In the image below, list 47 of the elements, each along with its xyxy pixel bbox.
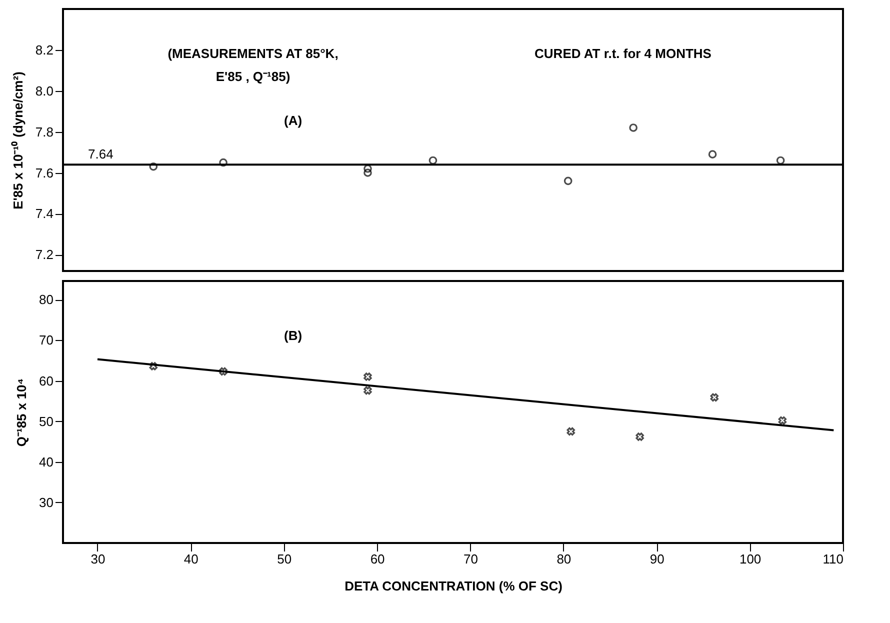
y-tick-label: 60 <box>39 373 54 388</box>
annotation: CURED AT r.t. for 4 MONTHS <box>534 46 712 61</box>
x-tick-label: 70 <box>464 552 478 566</box>
x-tick-label: 110 <box>822 552 844 566</box>
point <box>778 416 787 425</box>
y-tick-label: 7.4 <box>35 206 54 222</box>
point <box>219 158 228 167</box>
x-tick-label: 50 <box>277 552 292 566</box>
y-tick-label: 50 <box>39 414 54 429</box>
y-axis-title: Q⁻¹85 x 10⁴ <box>14 378 30 447</box>
point <box>708 150 717 158</box>
x-tick-label: 80 <box>556 552 572 566</box>
x-axis-title: DETA CONCENTRATION (% OF SC) <box>344 578 562 594</box>
y-tick-label: 7.2 <box>35 247 54 262</box>
point <box>219 367 228 376</box>
annotation: (B) <box>284 328 302 343</box>
y-tick-label: 80 <box>39 292 54 308</box>
point <box>776 156 785 165</box>
y-tick-label: 7.8 <box>35 124 54 140</box>
y-tick-label: 40 <box>39 454 54 470</box>
y-tick-label: 8.0 <box>35 83 54 98</box>
point <box>564 176 572 186</box>
point <box>364 168 372 177</box>
ref-line-label: 7.64 <box>88 146 114 162</box>
y-tick-label: 70 <box>39 332 54 348</box>
annotation: (A) <box>284 113 302 128</box>
point <box>364 164 372 173</box>
y-axis-title: E'85 x 10⁻¹⁰ (dyne/cm²) <box>10 72 26 210</box>
y-tick-label: 30 <box>39 494 54 510</box>
x-tick-label: 100 <box>739 552 762 566</box>
annotation: (MEASUREMENTS AT 85°K, <box>168 46 338 61</box>
x-tick-label: 40 <box>184 552 198 566</box>
x-tick-label: 90 <box>650 552 664 566</box>
point <box>149 362 158 370</box>
point <box>364 372 372 381</box>
annotation: E'85 , Q⁻¹85) <box>216 69 290 84</box>
point <box>364 386 372 395</box>
y-tick-label: 8.2 <box>35 42 54 58</box>
point <box>629 124 638 132</box>
point <box>566 427 576 436</box>
point <box>710 393 719 402</box>
x-tick-label: 30 <box>90 552 106 566</box>
point <box>636 432 644 441</box>
point <box>149 162 158 171</box>
point <box>428 156 438 165</box>
y-tick-label: 7.6 <box>35 165 54 180</box>
x-tick-label: 60 <box>370 552 385 566</box>
